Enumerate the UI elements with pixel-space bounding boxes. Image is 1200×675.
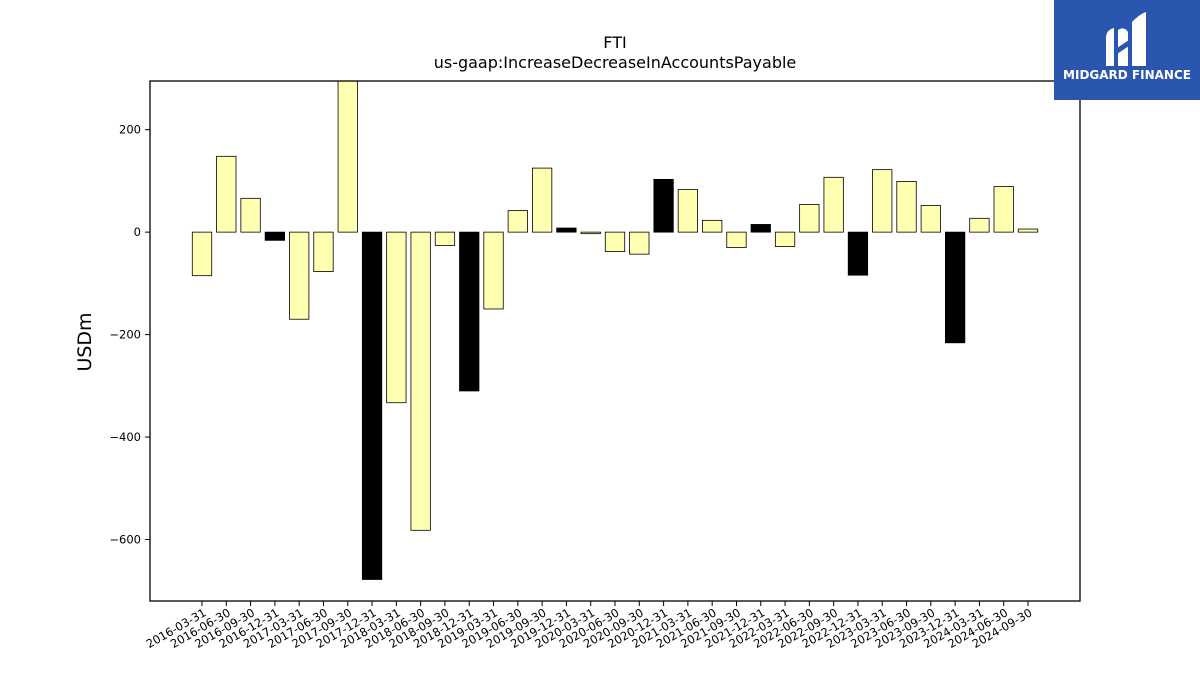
bar-2016-03-31 bbox=[191, 231, 213, 277]
bar-2019-03-31 bbox=[483, 231, 504, 310]
midgard-finance-logo: MIDGARD FINANCE bbox=[1054, 0, 1200, 100]
x-axis: 2016-03-312016-06-302016-09-302016-12-31… bbox=[144, 601, 1035, 651]
bar-2018-06-30 bbox=[410, 231, 431, 531]
bar-2024-06-30 bbox=[993, 186, 1014, 233]
bar-2018-12-31 bbox=[459, 231, 480, 392]
bar-2021-06-30 bbox=[702, 219, 723, 233]
chart-title: FTI bbox=[603, 33, 626, 52]
bar-2017-09-30 bbox=[337, 80, 358, 233]
y-tick-label: −600 bbox=[109, 533, 141, 547]
bar-2022-09-30 bbox=[823, 176, 844, 233]
bar-2018-03-31 bbox=[386, 231, 407, 404]
bar-2020-06-30 bbox=[604, 231, 626, 253]
bar-2016-06-30 bbox=[216, 155, 237, 233]
bar-2020-12-31 bbox=[653, 178, 674, 233]
y-axis-label: USDm bbox=[74, 312, 96, 371]
bar-2021-09-30 bbox=[726, 231, 747, 248]
chart-subtitle: us-gaap:IncreaseDecreaseInAccountsPayabl… bbox=[434, 53, 797, 72]
bar-2019-06-30 bbox=[507, 210, 528, 233]
bar-2022-12-31 bbox=[847, 231, 869, 276]
bar-2021-12-31 bbox=[750, 224, 771, 233]
bar-2022-03-31 bbox=[774, 231, 796, 247]
logo-text: MIDGARD FINANCE bbox=[1063, 68, 1191, 82]
y-tick-label: 0 bbox=[134, 225, 141, 239]
bars-group bbox=[191, 80, 1039, 580]
bar-2017-12-31 bbox=[361, 231, 383, 580]
y-tick-label: −400 bbox=[109, 430, 141, 444]
bar-2016-12-31 bbox=[264, 231, 285, 241]
y-axis: 200 0 −200 −400 −600 bbox=[109, 123, 150, 547]
bar-2019-09-30 bbox=[532, 167, 553, 233]
midgard-logo-icon bbox=[1106, 12, 1146, 66]
bar-2020-03-31 bbox=[580, 231, 601, 235]
bar-2024-03-31 bbox=[969, 217, 990, 233]
bar-2017-06-30 bbox=[313, 231, 334, 272]
bar-2021-03-31 bbox=[677, 189, 699, 233]
bar-2023-06-30 bbox=[896, 181, 917, 233]
plot-frame bbox=[149, 80, 1081, 602]
y-tick-label: −200 bbox=[109, 328, 141, 342]
bar-2023-03-31 bbox=[872, 169, 893, 233]
bar-2019-12-31 bbox=[556, 227, 577, 233]
bar-2023-12-31 bbox=[945, 231, 966, 344]
bar-2020-09-30 bbox=[629, 231, 650, 255]
bar-2016-09-30 bbox=[240, 197, 261, 233]
bar-2018-09-30 bbox=[434, 231, 456, 246]
bar-2024-09-30 bbox=[1017, 228, 1039, 233]
bar-2023-09-30 bbox=[920, 205, 941, 233]
y-tick-label: 200 bbox=[119, 123, 141, 137]
bar-2022-06-30 bbox=[799, 204, 820, 233]
bar-2017-03-31 bbox=[289, 231, 310, 320]
